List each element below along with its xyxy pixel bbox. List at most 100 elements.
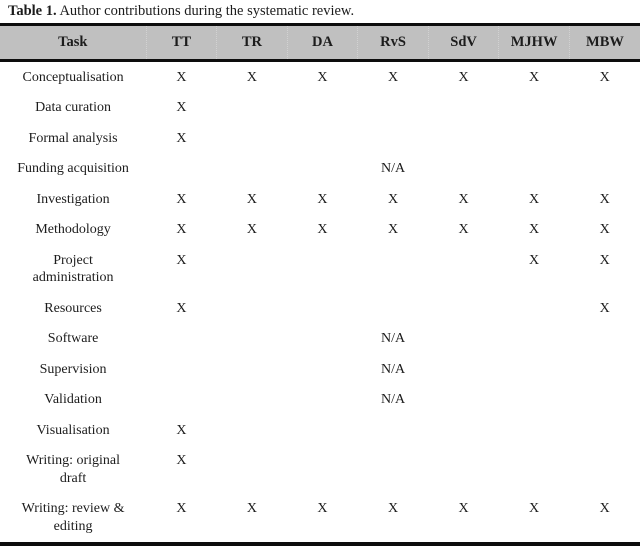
table-row: Software N/A: [0, 324, 640, 355]
contribution-cell: [499, 93, 570, 124]
table-row: Conceptualisation X X X X X X X: [0, 61, 640, 93]
contribution-cell: [287, 154, 358, 185]
column-header: SdV: [427, 24, 499, 62]
contribution-cell: X: [387, 222, 399, 237]
header-row: Task TT TR DA RvS SdV MJHW MBW: [0, 24, 640, 62]
contribution-cell: X: [529, 501, 540, 516]
contribution-cell: [217, 123, 288, 154]
table-row: Funding acquisition N/A: [0, 154, 640, 185]
contribution-cell: [358, 446, 429, 494]
table-row: Visualisation X: [0, 415, 640, 446]
contribution-cell: N/A: [380, 331, 406, 346]
contribution-cell: X: [599, 300, 610, 316]
contribution-cell: X: [246, 69, 257, 85]
table-row: Data curation X: [0, 93, 640, 124]
contribution-cell: X: [599, 191, 610, 207]
task-label: Data curation: [35, 100, 111, 115]
contribution-cell: [217, 415, 288, 446]
contribution-cell: [146, 154, 217, 185]
contribution-cell: X: [599, 69, 610, 85]
contribution-cell: [217, 354, 288, 385]
contribution-cell: [428, 446, 499, 494]
contribution-cell: X: [317, 222, 328, 237]
column-header: TR: [216, 24, 288, 62]
contribution-cell: X: [458, 69, 469, 85]
contribution-cell: X: [246, 222, 257, 237]
task-label: Conceptualisation: [22, 69, 124, 85]
contribution-cell: X: [176, 453, 187, 468]
contribution-cell: [146, 324, 217, 355]
contribution-cell: [217, 324, 288, 355]
table-row: Supervision N/A: [0, 354, 640, 385]
task-label: Writing: original draft: [26, 453, 121, 486]
contribution-cell: [569, 93, 640, 124]
task-label: Methodology: [35, 222, 111, 237]
contribution-cell: X: [176, 191, 187, 207]
column-header: MJHW: [498, 24, 570, 62]
table-row: Writing: review & editing X X X X X X X: [0, 494, 640, 544]
task-label: Supervision: [39, 361, 107, 377]
contribution-cell: X: [176, 252, 187, 268]
contribution-cell: [569, 324, 640, 355]
contribution-cell: [428, 245, 499, 293]
contribution-cell: X: [176, 501, 187, 516]
contribution-cell: [358, 293, 429, 324]
table-row: Writing: original draft X: [0, 446, 640, 494]
column-header: DA: [286, 24, 358, 62]
column-header: TT: [145, 24, 217, 62]
table-header: Task TT TR DA RvS SdV MJHW MBW: [0, 24, 640, 62]
task-label: Investigation: [36, 191, 110, 207]
contribution-cell: [217, 154, 288, 185]
contribution-cell: X: [317, 69, 328, 85]
task-label: Formal analysis: [28, 130, 118, 146]
contribution-cell: X: [317, 191, 328, 207]
table-row: Methodology X X X X X X X: [0, 215, 640, 246]
contribution-cell: X: [458, 191, 469, 207]
contribution-cell: [499, 123, 570, 154]
contribution-cell: [217, 385, 288, 416]
table-row: Project administration X X X: [0, 245, 640, 293]
contribution-cell: [569, 415, 640, 446]
contribution-cell: X: [529, 69, 540, 85]
contribution-cell: X: [599, 252, 610, 268]
table-caption-label: Table 1.: [8, 3, 57, 19]
contributions-table: Task TT TR DA RvS SdV MJHW MBW Conceptualisatio…: [0, 23, 640, 546]
contribution-cell: X: [458, 501, 469, 516]
contribution-cell: X: [176, 69, 187, 85]
contribution-cell: X: [529, 252, 540, 268]
contribution-cell: [358, 123, 429, 154]
column-header: RvS: [357, 24, 429, 62]
task-label: Project administration: [32, 252, 114, 286]
contribution-cell: [499, 354, 570, 385]
contribution-cell: [146, 354, 217, 385]
contribution-cell: [428, 324, 499, 355]
contribution-cell: N/A: [380, 361, 406, 377]
column-header: MBW: [568, 24, 640, 62]
contribution-cell: N/A: [380, 161, 406, 176]
contribution-cell: X: [387, 501, 399, 516]
contribution-cell: [358, 93, 429, 124]
contribution-cell: X: [529, 191, 540, 207]
contribution-cell: X: [387, 69, 399, 85]
task-label: Resources: [44, 300, 102, 316]
table-row: Investigation X X X X X X X: [0, 184, 640, 215]
contribution-cell: [287, 385, 358, 416]
contribution-cell: [569, 385, 640, 416]
contribution-cell: [358, 245, 429, 293]
table-row: Validation N/A: [0, 385, 640, 416]
contribution-cell: X: [458, 222, 469, 237]
contribution-cell: X: [176, 222, 187, 237]
contribution-cell: X: [176, 300, 187, 316]
contribution-cell: [358, 415, 429, 446]
table-row: Formal analysis X: [0, 123, 640, 154]
contribution-cell: X: [599, 501, 610, 516]
contribution-cell: [217, 245, 288, 293]
contribution-cell: [287, 354, 358, 385]
task-label: Validation: [44, 392, 102, 407]
task-label: Software: [47, 331, 99, 346]
column-header: Task: [0, 24, 147, 62]
contribution-cell: X: [387, 191, 399, 207]
contribution-cell: [499, 385, 570, 416]
contribution-cell: [428, 154, 499, 185]
contribution-cell: [428, 385, 499, 416]
